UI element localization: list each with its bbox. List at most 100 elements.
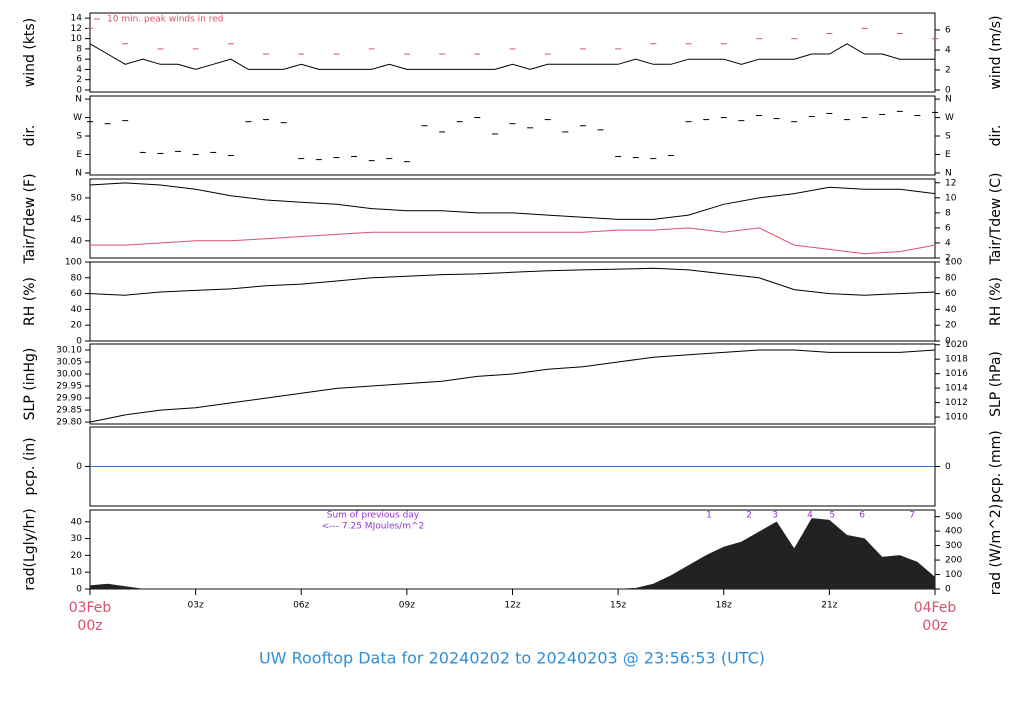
chart-title: UW Rooftop Data for 20240202 to 20240203… <box>259 649 765 668</box>
y2-tick-label: S <box>945 132 951 142</box>
y2-tick-label: 6 <box>945 223 951 233</box>
y-tick-label: 0 <box>76 585 82 595</box>
y2-tick-label: 0 <box>945 462 951 472</box>
y2-axis-label: RH (%) <box>988 277 1004 326</box>
line <box>89 43 935 70</box>
y-tick-label: 29.90 <box>56 394 82 404</box>
area <box>89 518 936 590</box>
line <box>89 349 936 423</box>
y-axis-label: RH (%) <box>22 277 38 326</box>
y2-axis-label: dir. <box>988 125 1004 147</box>
peak-marker: 2 <box>746 511 752 521</box>
y-tick-label: 6 <box>76 55 82 65</box>
x-tick-label: 12z <box>504 601 520 611</box>
y-axis-label: Tair/Tdew (F) <box>22 173 38 264</box>
y2-tick-label: 400 <box>945 527 962 537</box>
y2-tick-label: 100 <box>945 570 962 580</box>
y-tick-label: 2 <box>76 75 82 85</box>
y2-tick-label: 1018 <box>945 355 968 365</box>
y2-tick-label: 1020 <box>945 340 968 350</box>
x-date-label: 04Feb <box>914 600 957 616</box>
y-tick-label: 10 <box>71 34 83 44</box>
y-tick-label: 4 <box>76 65 82 75</box>
y-tick-label: S <box>76 132 82 142</box>
y-tick-label: 29.80 <box>56 418 82 428</box>
y2-tick-label: 10 <box>945 193 957 203</box>
peak-marker: 1 <box>706 511 712 521</box>
y-tick-label: 29.85 <box>56 406 82 416</box>
y2-tick-label: E <box>945 150 951 160</box>
y-axis-label: rad(Lgly/hr) <box>22 508 38 590</box>
y-axis-label: SLP (inHg) <box>22 348 38 421</box>
x-tick-label: 06z <box>293 601 309 611</box>
x-tick-label: 00z <box>922 618 947 634</box>
panel-frame <box>89 261 936 342</box>
panel-frame <box>89 343 936 425</box>
y-tick-label: 30.00 <box>56 370 82 380</box>
y-tick-label: 45 <box>71 215 82 225</box>
y-tick-label: 20 <box>71 321 83 331</box>
y-axis-label: wind (kts) <box>22 18 38 87</box>
y2-tick-label: 2 <box>945 254 951 264</box>
y2-tick-label: 60 <box>945 289 957 299</box>
y2-tick-label: 1012 <box>945 398 968 408</box>
peak-marker: 5 <box>829 511 835 521</box>
panel-frame <box>89 178 936 259</box>
y2-tick-label: 0 <box>945 337 951 347</box>
y-tick-label: 0 <box>76 85 82 95</box>
y2-tick-label: 80 <box>945 273 957 283</box>
y2-tick-label: 1014 <box>945 384 968 394</box>
y-tick-label: 30.10 <box>56 346 82 356</box>
line <box>89 182 936 220</box>
line <box>89 267 936 296</box>
y-tick-label: 60 <box>71 289 83 299</box>
y2-axis-label: pcp. (mm) <box>988 430 1004 503</box>
y-tick-label: 0 <box>76 462 82 472</box>
y2-tick-label: 300 <box>945 541 962 551</box>
y2-tick-label: N <box>945 168 952 178</box>
y-axis-label: pcp. (in) <box>22 437 38 495</box>
y-tick-label: E <box>76 150 82 160</box>
peak-marker: 3 <box>772 511 778 521</box>
peak-marker: 4 <box>807 511 813 521</box>
y2-tick-label: 0 <box>945 86 951 96</box>
y-tick-label: 40 <box>71 236 83 246</box>
y-tick-label: 29.95 <box>56 382 82 392</box>
y-tick-label: 10 <box>71 568 83 578</box>
panel-frame <box>89 95 936 176</box>
y2-axis-label: Tair/Tdew (C) <box>988 173 1004 266</box>
y-tick-label: 30.05 <box>56 358 82 368</box>
x-tick-label: 15z <box>610 601 626 611</box>
y-tick-label: N <box>75 168 82 178</box>
y-tick-label: 100 <box>65 258 82 268</box>
y2-tick-label: 100 <box>945 258 962 268</box>
annotation: 10 min. peak winds in red <box>107 15 224 25</box>
annotation: <--- 7.25 MJoules/m^2 <box>322 522 424 532</box>
y2-tick-label: 4 <box>945 238 951 248</box>
y-tick-label: W <box>73 113 82 123</box>
y-axis-label: dir. <box>22 125 38 147</box>
y2-tick-label: 8 <box>945 208 951 218</box>
y-tick-label: 14 <box>71 14 83 24</box>
y-tick-label: N <box>75 95 82 105</box>
y2-tick-label: 6 <box>945 26 951 36</box>
y2-axis-label: SLP (hPa) <box>988 351 1004 417</box>
y2-tick-label: 1016 <box>945 369 968 379</box>
y2-tick-label: 2 <box>945 66 951 76</box>
y-tick-label: 0 <box>76 337 82 347</box>
y-tick-label: 40 <box>71 517 83 527</box>
y2-tick-label: N <box>945 95 952 105</box>
y2-axis-label: wind (m/s) <box>988 15 1004 89</box>
x-date-label: 03Feb <box>69 600 112 616</box>
y2-tick-label: 500 <box>945 512 962 522</box>
y2-tick-label: 12 <box>945 178 956 188</box>
x-tick-label: 18z <box>716 601 732 611</box>
line <box>90 227 936 255</box>
y-tick-label: 80 <box>71 273 83 283</box>
x-tick-label: 00z <box>77 618 102 634</box>
y2-tick-label: 0 <box>945 585 951 595</box>
y2-tick-label: 40 <box>945 305 957 315</box>
panel-frame <box>89 12 936 93</box>
y2-tick-label: 4 <box>945 46 951 56</box>
